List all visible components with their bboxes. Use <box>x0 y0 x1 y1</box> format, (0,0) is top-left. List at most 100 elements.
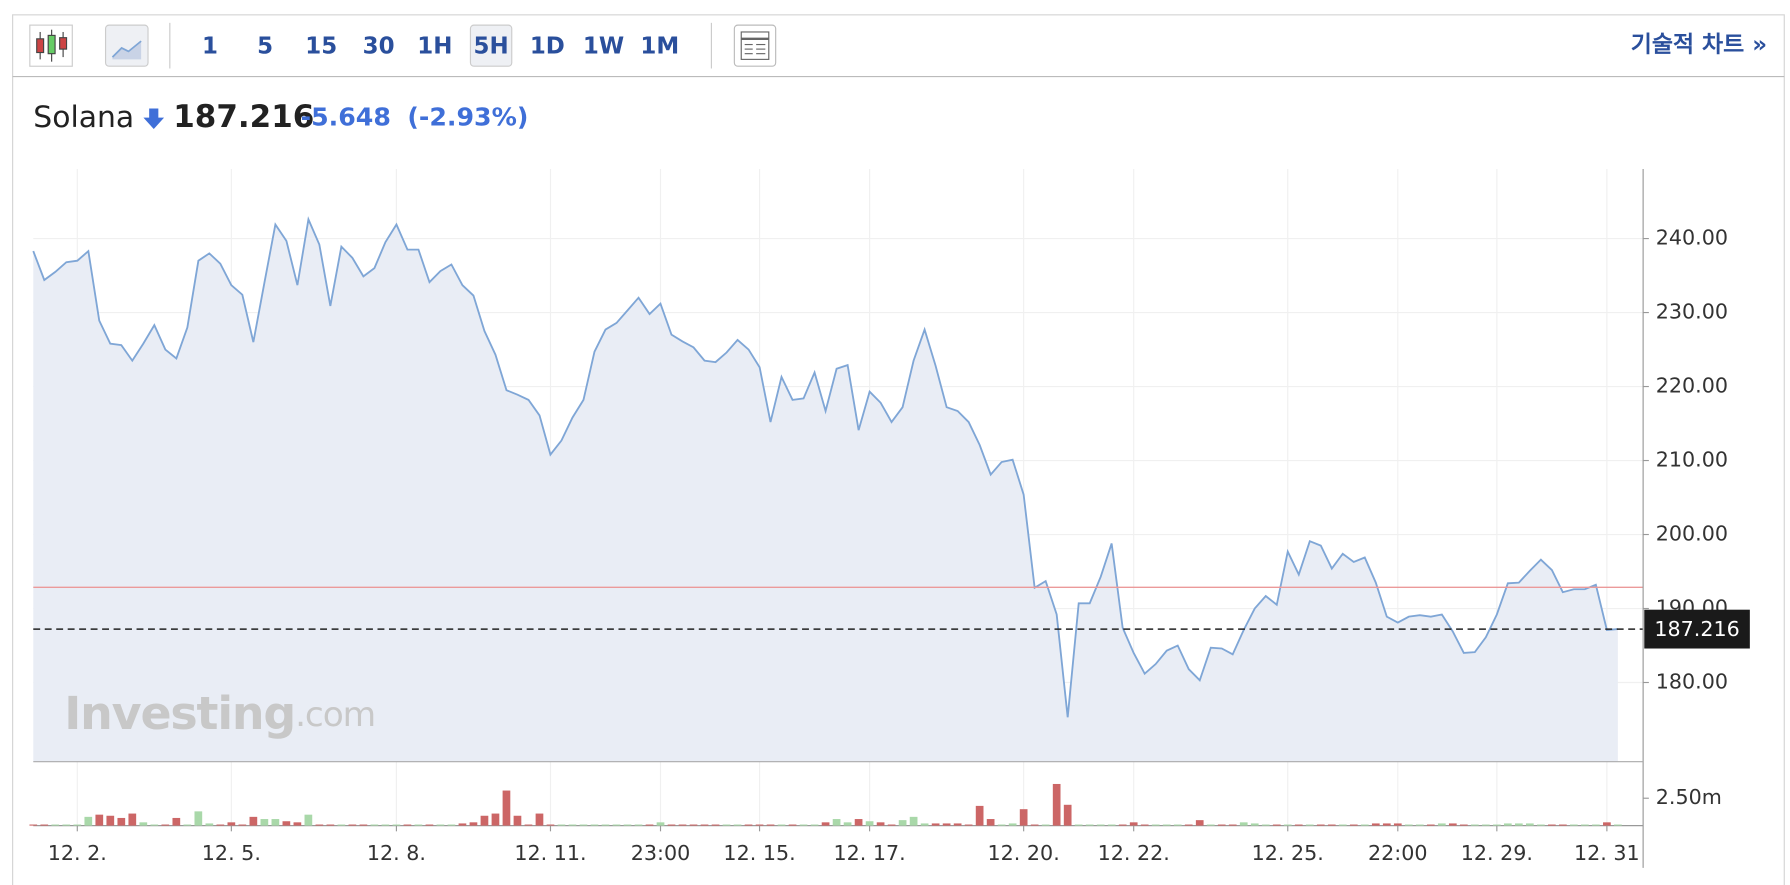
volume-bar <box>161 824 170 826</box>
volume-bar <box>799 824 808 826</box>
volume-bar <box>777 824 786 826</box>
volume-bar <box>1614 824 1622 826</box>
volume-bar <box>942 823 951 826</box>
volume-bar <box>821 822 830 826</box>
volume-bar <box>73 824 82 826</box>
volume-bar <box>293 822 302 826</box>
volume-bar <box>480 815 489 826</box>
volume-bar <box>1581 824 1589 826</box>
volume-bar <box>51 824 60 826</box>
x-tick-label: 12. 22. <box>1098 841 1170 865</box>
volume-bar <box>722 824 731 826</box>
volume-bar <box>40 824 49 826</box>
x-tick-label: 23:00 <box>631 841 691 865</box>
volume-bar <box>623 824 632 826</box>
volume-bar <box>1206 824 1215 826</box>
volume-bar <box>1327 824 1336 826</box>
volume-bar <box>678 824 687 826</box>
interval-button[interactable]: 1 <box>202 33 218 59</box>
volume-bar <box>370 824 379 826</box>
volume-bar <box>84 816 93 826</box>
volume-bar <box>139 822 148 826</box>
x-tick-label: 12. 29. <box>1461 841 1533 865</box>
volume-bar <box>1250 823 1259 826</box>
volume-bar <box>931 823 940 826</box>
volume-bar <box>634 824 643 826</box>
volume-bar <box>898 820 907 826</box>
volume-bar <box>656 822 665 826</box>
x-tick-label: 12. 31 <box>1574 841 1640 865</box>
volume-bar <box>854 819 863 826</box>
interval-button[interactable]: 30 <box>363 33 395 59</box>
interval-button[interactable]: 5 <box>257 33 273 59</box>
interval-button[interactable]: 15 <box>305 33 337 59</box>
volume-bar <box>1140 824 1149 826</box>
volume-bar <box>502 790 511 826</box>
volume-bar <box>106 815 115 826</box>
volume-bar <box>282 821 291 826</box>
volume-bar <box>953 823 962 826</box>
volume-bar <box>1118 824 1127 826</box>
volume-bar <box>1272 824 1281 826</box>
volume-bar <box>1173 824 1182 826</box>
price: 187.216 <box>173 99 314 135</box>
volume-bar <box>227 822 236 826</box>
volume-bar <box>810 824 819 826</box>
change: -5.648 <box>301 103 391 132</box>
volume-bar <box>1382 823 1391 826</box>
technical-chart-link[interactable]: 기술적 차트 » <box>1631 32 1767 58</box>
volume-bar <box>1283 824 1292 826</box>
volume-bar <box>1470 824 1479 826</box>
volume-bar <box>414 824 423 826</box>
volume-bar <box>1404 824 1413 826</box>
volume-bar <box>1592 824 1600 826</box>
volume-bar <box>557 824 566 826</box>
volume-bar <box>1041 824 1050 826</box>
volume-bar <box>436 824 445 826</box>
volume-bar <box>964 824 973 826</box>
volume-bar <box>1559 824 1567 826</box>
line-icon[interactable] <box>104 24 149 67</box>
volume-bar <box>348 824 357 826</box>
volume-bar <box>469 822 478 826</box>
volume-bar <box>1096 824 1105 826</box>
volume-bar <box>205 823 214 826</box>
volume-bar <box>711 824 720 826</box>
volume-bar <box>1537 824 1545 826</box>
volume-bar <box>766 824 775 826</box>
last-price-label: 187.216 <box>1654 617 1739 641</box>
volume-bar <box>1603 822 1611 826</box>
interval-button[interactable]: 5H <box>474 33 509 59</box>
volume-bar <box>337 824 346 826</box>
volume-bar <box>579 824 588 826</box>
volume-bar <box>1184 824 1193 826</box>
volume-bar <box>183 824 192 826</box>
volume-bar <box>876 822 885 826</box>
volume-bar <box>843 822 852 826</box>
volume-bar <box>491 813 500 826</box>
x-tick-label: 12. 17. <box>833 841 905 865</box>
interval-button[interactable]: 1D <box>530 33 565 59</box>
volume-bar <box>568 824 577 826</box>
y-tick-label: 210.00 <box>1656 448 1728 472</box>
candle-icon[interactable] <box>29 24 73 67</box>
volume-bar <box>1371 823 1380 826</box>
volume-bar <box>29 824 38 826</box>
volume-bar <box>271 819 280 826</box>
interval-button[interactable]: 1H <box>417 33 452 59</box>
volume-bar <box>1008 823 1017 826</box>
interval-button[interactable]: 1M <box>640 33 679 59</box>
volume-bar <box>612 824 621 826</box>
interval-button[interactable]: 1W <box>583 33 624 59</box>
volume-bar <box>535 813 544 826</box>
volume-bar <box>1426 824 1435 826</box>
last-price-box <box>1644 609 1750 649</box>
layout-icon[interactable] <box>733 24 777 67</box>
volume-bar <box>315 824 324 826</box>
x-tick-label: 12. 2. <box>48 841 107 865</box>
volume-bar <box>733 824 742 826</box>
volume-bar <box>172 817 181 826</box>
volume-bar <box>1481 824 1490 826</box>
volume-bar <box>1459 824 1468 826</box>
x-tick-label: 12. 5. <box>202 841 261 865</box>
